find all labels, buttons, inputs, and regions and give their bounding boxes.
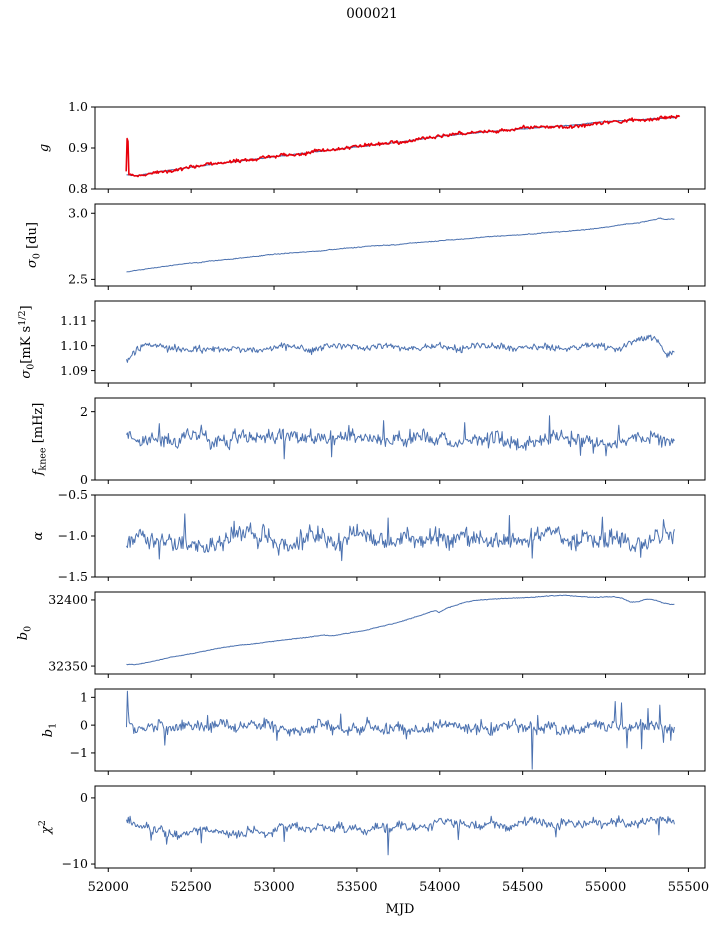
panel-g: 1.0 0.9 0.8 g: [37, 99, 706, 196]
panel-b0-frame: [94, 591, 706, 675]
panel-sigma0-mks: 1.11 1.10 1.09 σ0[mK s1/2]: [17, 300, 706, 387]
y-tick-label: −0.5: [58, 487, 88, 502]
y-axis-label-g: g: [37, 144, 52, 152]
series-alpha: [126, 513, 675, 562]
x-tick-label: 53000: [253, 880, 294, 895]
x-tick-label: 53500: [336, 880, 377, 895]
panel-g-series: [125, 114, 681, 178]
series-gain-fit: [126, 116, 678, 177]
figure-title: 000021: [346, 6, 398, 22]
y-tick-label: 1.10: [60, 338, 88, 353]
series-sigma0-du: [126, 217, 675, 273]
y-axis-label-sigma0-mks: σ0[mK s1/2]: [17, 305, 37, 378]
y-tick-label: −1: [70, 745, 88, 760]
series-b0: [126, 594, 675, 666]
panel-b1: 1 0 −1 b1: [41, 688, 706, 775]
y-tick-label: 2: [80, 404, 88, 419]
y-tick-label: 0.8: [68, 181, 88, 196]
panel-chi2: 0 −10 χ2 52000 52500 53000 53500 54000 54500 5500…: [37, 785, 709, 895]
y-axis-label-b0: b0: [16, 626, 34, 640]
y-tick-label: −1.5: [58, 569, 88, 584]
series-gain-data: [125, 114, 681, 178]
y-tick-label: 0: [80, 717, 88, 732]
y-tick-label: −1.0: [58, 528, 88, 543]
series-sigma0-mks: [126, 334, 675, 363]
panel-fknee: 2 0 fknee [mHz]: [31, 397, 706, 487]
x-tick-label: 52000: [88, 880, 129, 895]
y-axis-label-chi2: χ2: [37, 820, 54, 835]
y-tick-label: 2.5: [68, 272, 88, 287]
y-axis-label-sigma0-du: σ0 [du]: [25, 222, 43, 268]
panel-fknee-frame: [94, 397, 706, 481]
series-chi2: [126, 815, 675, 856]
x-tick-label: 55000: [585, 880, 626, 895]
x-axis-label: MJD: [386, 902, 415, 917]
y-tick-label: 0: [80, 472, 88, 487]
panel-sigma0-du-series: [126, 217, 675, 273]
panel-sigma0-mks-frame: [94, 300, 706, 384]
y-tick-label: 32350: [48, 658, 88, 673]
y-tick-label: 1: [80, 690, 88, 705]
y-axis-label-b1: b1: [41, 723, 59, 737]
panel-b1-frame: [94, 688, 706, 772]
x-tick-label: 55500: [668, 880, 709, 895]
panel-alpha-frame: [94, 494, 706, 578]
y-tick-label: 1.0: [68, 99, 88, 114]
panel-alpha-series: [126, 513, 675, 562]
y-tick-label: 1.09: [60, 363, 88, 378]
y-axis-label-fknee: fknee [mHz]: [31, 403, 49, 477]
x-tick-label: 54000: [419, 880, 460, 895]
panel-b0-series: [126, 594, 675, 666]
y-tick-label: −10: [62, 856, 88, 871]
panel-sigma0-mks-series: [126, 334, 675, 363]
x-tick-label: 52500: [170, 880, 211, 895]
panel-fknee-series: [126, 415, 675, 460]
panel-sigma0-du: 3.0 2.5 σ0 [du]: [25, 203, 706, 290]
panel-b1-series: [126, 690, 675, 770]
panel-b0: 32400 32350 b0: [16, 591, 706, 678]
y-tick-label: 3.0: [68, 205, 88, 220]
y-tick-label: 1.11: [60, 313, 88, 328]
panel-sigma0-du-frame: [94, 203, 706, 287]
y-axis-label-alpha: α: [31, 531, 46, 540]
plot-root: 1.0 0.9 0.8 g 3.0 2.5 σ0 [du] 1.11 1.10 1.09 σ0[mK…: [16, 99, 709, 895]
y-tick-label: 32400: [48, 592, 88, 607]
series-b1: [126, 690, 675, 770]
panel-g-frame: [94, 106, 706, 190]
series-fknee: [126, 415, 675, 460]
x-tick-label: 54500: [502, 880, 543, 895]
y-tick-label: 0.9: [68, 140, 88, 155]
panel-chi2-series: [126, 815, 675, 856]
y-tick-label: 0: [80, 790, 88, 805]
panel-chi2-frame: [94, 785, 706, 869]
panel-alpha: −0.5 −1.0 −1.5 α: [31, 487, 706, 584]
